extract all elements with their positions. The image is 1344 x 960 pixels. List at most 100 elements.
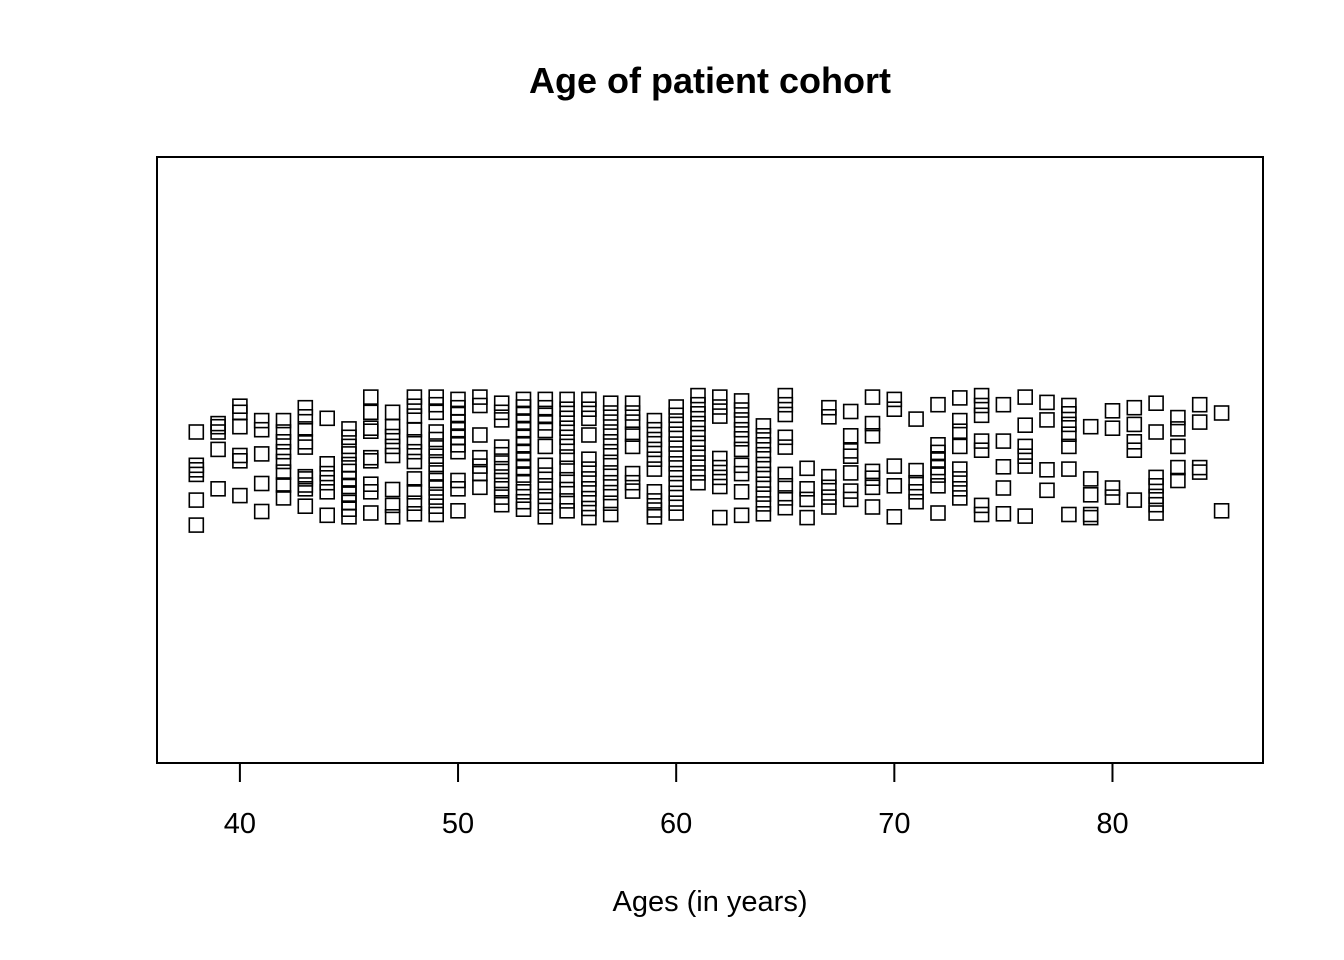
x-axis-label: Ages (in years) bbox=[612, 886, 807, 918]
data-point bbox=[668, 485, 685, 502]
data-point bbox=[559, 460, 575, 477]
data-point bbox=[951, 490, 968, 506]
data-point bbox=[908, 411, 924, 427]
data-point bbox=[1082, 506, 1099, 523]
data-point bbox=[711, 408, 728, 424]
data-point bbox=[515, 501, 532, 518]
data-point bbox=[1148, 488, 1164, 505]
data-point bbox=[232, 404, 248, 421]
data-point bbox=[755, 436, 772, 453]
data-point bbox=[1061, 506, 1077, 523]
data-point bbox=[210, 441, 226, 458]
data-point bbox=[690, 474, 706, 491]
data-point bbox=[537, 391, 554, 408]
data-point bbox=[777, 466, 794, 483]
data-point bbox=[515, 474, 532, 491]
data-point bbox=[297, 433, 314, 450]
data-point bbox=[646, 508, 663, 525]
data-point bbox=[799, 491, 815, 508]
data-point bbox=[951, 438, 968, 455]
data-point bbox=[733, 483, 750, 500]
data-point bbox=[624, 465, 641, 482]
data-point bbox=[1082, 509, 1099, 526]
data-point bbox=[602, 433, 619, 450]
data-point bbox=[253, 421, 270, 438]
data-point bbox=[1082, 471, 1099, 487]
plot-frame bbox=[156, 156, 1264, 764]
data-point bbox=[472, 389, 488, 405]
data-point bbox=[253, 412, 270, 429]
data-point bbox=[362, 404, 379, 421]
data-point bbox=[362, 449, 379, 466]
data-point bbox=[733, 507, 750, 524]
data-point bbox=[624, 474, 641, 491]
data-point bbox=[733, 393, 750, 409]
data-point bbox=[537, 422, 554, 439]
data-point bbox=[1061, 461, 1077, 477]
data-point bbox=[995, 480, 1012, 496]
data-point bbox=[188, 466, 205, 483]
data-point bbox=[646, 493, 663, 509]
data-point bbox=[821, 408, 837, 425]
data-point bbox=[624, 405, 641, 421]
data-point bbox=[428, 404, 445, 421]
data-point bbox=[646, 412, 663, 429]
data-point bbox=[341, 421, 357, 437]
data-point bbox=[319, 507, 336, 524]
data-point bbox=[755, 418, 772, 434]
chart-title: Age of patient cohort bbox=[529, 60, 891, 101]
data-point bbox=[842, 443, 859, 459]
data-point bbox=[1104, 402, 1121, 419]
data-point bbox=[1082, 418, 1099, 435]
data-point bbox=[886, 508, 903, 525]
data-point bbox=[777, 429, 794, 446]
data-point bbox=[1148, 395, 1164, 412]
data-point bbox=[1039, 394, 1055, 411]
data-point bbox=[232, 418, 248, 435]
data-point bbox=[690, 425, 706, 442]
data-point bbox=[581, 490, 597, 507]
data-point bbox=[1061, 438, 1077, 455]
data-point bbox=[755, 505, 772, 522]
data-point bbox=[1191, 464, 1208, 480]
data-point bbox=[973, 497, 990, 514]
data-point bbox=[690, 435, 706, 452]
data-point bbox=[232, 452, 248, 469]
data-point bbox=[733, 421, 750, 438]
data-point bbox=[755, 427, 772, 444]
data-point bbox=[1170, 472, 1186, 489]
data-point bbox=[690, 387, 706, 404]
data-point bbox=[668, 407, 685, 424]
data-point bbox=[319, 455, 336, 472]
data-point bbox=[646, 451, 663, 468]
data-point bbox=[733, 430, 750, 447]
data-point bbox=[428, 498, 445, 515]
data-point bbox=[777, 490, 794, 506]
data-point bbox=[275, 433, 292, 450]
data-point bbox=[711, 450, 728, 467]
data-point bbox=[842, 491, 859, 508]
data-point bbox=[951, 423, 968, 440]
data-point bbox=[842, 465, 859, 481]
data-point bbox=[275, 424, 292, 440]
data-point bbox=[1191, 396, 1208, 413]
data-point bbox=[275, 412, 292, 429]
data-point bbox=[908, 493, 924, 510]
data-point bbox=[602, 395, 619, 412]
data-point bbox=[973, 433, 990, 449]
data-point bbox=[559, 493, 575, 509]
data-point bbox=[1017, 389, 1034, 405]
data-point bbox=[537, 467, 554, 483]
data-point bbox=[646, 483, 663, 500]
data-point bbox=[472, 427, 488, 443]
data-point bbox=[755, 446, 772, 463]
data-point bbox=[690, 415, 706, 432]
data-point bbox=[602, 414, 619, 430]
data-point bbox=[537, 477, 554, 494]
data-point bbox=[188, 461, 205, 478]
data-point bbox=[428, 440, 445, 456]
data-point bbox=[341, 508, 357, 525]
data-point bbox=[1104, 480, 1121, 496]
data-point bbox=[581, 509, 597, 526]
data-point bbox=[930, 505, 946, 521]
